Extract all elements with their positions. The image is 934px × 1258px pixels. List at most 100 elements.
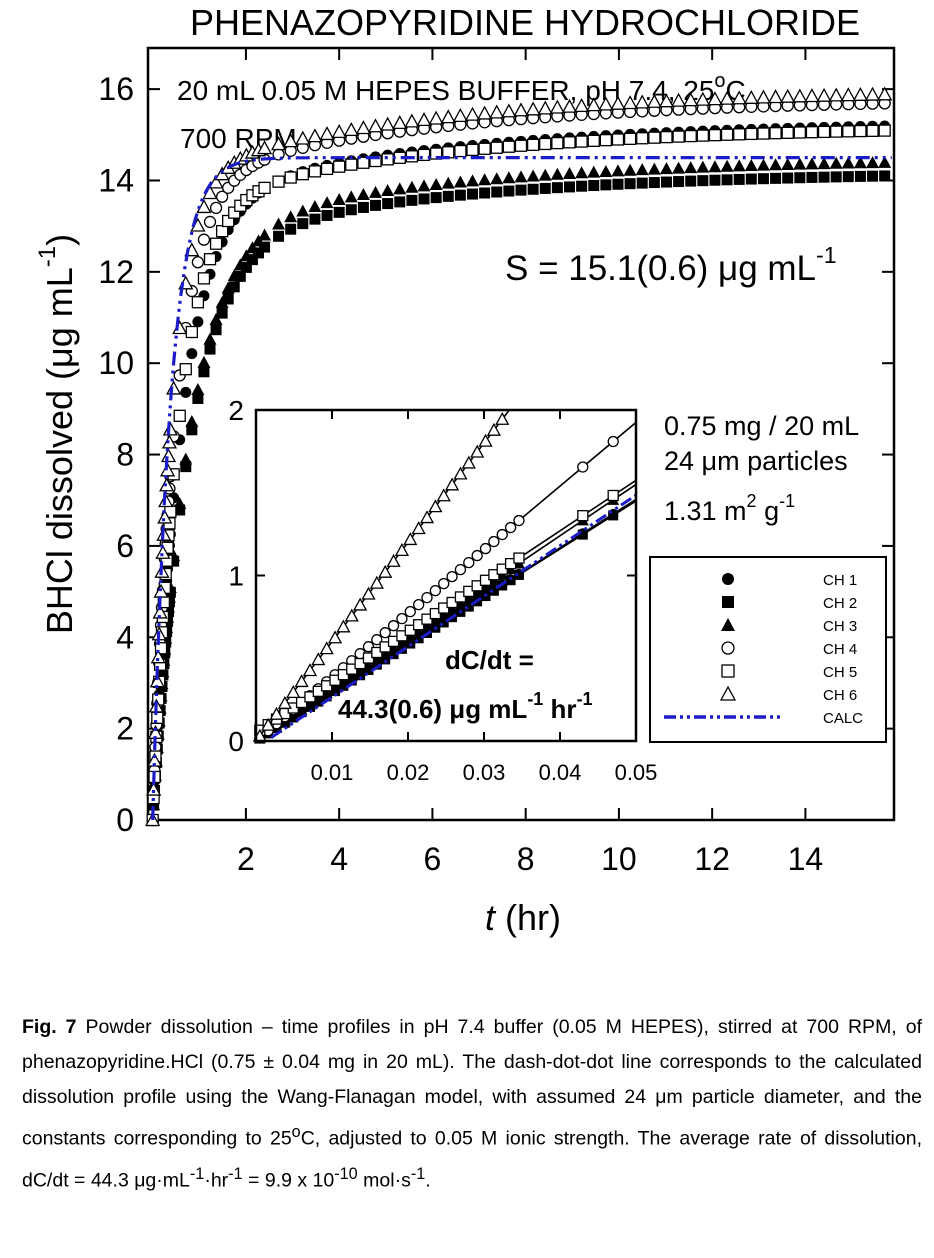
rate-annotation-line1: dC/dt = (445, 645, 534, 675)
conditions-annotation: 20 mL 0.05 M HEPES BUFFER, pH 7.4, 25oC (177, 70, 746, 106)
y-tick-label: 12 (98, 254, 134, 290)
data-point (828, 87, 844, 102)
data-point (320, 196, 334, 209)
data-point (388, 649, 399, 660)
data-point (696, 160, 710, 173)
data-point (297, 218, 309, 230)
x-tick-label: 4 (330, 841, 348, 877)
data-point (394, 542, 410, 556)
data-point (179, 363, 192, 376)
data-point (612, 178, 624, 190)
data-point (878, 124, 891, 137)
data-point (210, 324, 222, 336)
data-point (587, 165, 601, 178)
data-point (245, 241, 259, 254)
data-point (793, 157, 807, 170)
data-point (147, 798, 161, 811)
data-point (421, 591, 433, 604)
data-point (757, 127, 770, 140)
data-point (577, 510, 589, 522)
data-point (842, 125, 855, 138)
data-point (394, 196, 406, 208)
data-point (417, 148, 431, 162)
data-point (453, 466, 468, 480)
data-point (186, 348, 198, 360)
main-plot-frame (146, 46, 896, 822)
data-point (636, 132, 649, 145)
data-point (525, 101, 541, 116)
data-point (538, 168, 552, 181)
data-point (185, 415, 199, 428)
data-point (719, 90, 735, 105)
data-point (370, 199, 382, 211)
figure-caption: Fig. 7 Powder dissolution – time profile… (22, 1010, 922, 1198)
data-point (454, 563, 467, 576)
caption-sup-o: o (291, 1123, 301, 1141)
data-point (806, 171, 818, 183)
inset-series-layer (252, 409, 637, 744)
data-point (441, 176, 455, 189)
data-point (792, 88, 808, 103)
data-point (173, 409, 186, 422)
data-point (708, 160, 722, 173)
data-point (270, 136, 287, 151)
data-point (866, 124, 879, 137)
data-point (537, 100, 553, 115)
data-point (381, 153, 394, 166)
data-point (361, 586, 376, 600)
data-point (344, 608, 359, 622)
caption-part3: ·hr (204, 1169, 229, 1191)
data-point (864, 86, 881, 101)
data-point (489, 104, 505, 119)
data-point (588, 180, 600, 192)
data-point (286, 684, 301, 698)
data-point (495, 411, 510, 425)
data-point (526, 169, 540, 182)
inset-x-tick-label: 0.01 (311, 760, 354, 785)
data-point (731, 90, 747, 105)
data-point (419, 510, 435, 524)
data-point (234, 270, 246, 282)
data-point (464, 106, 481, 121)
data-point (514, 170, 528, 183)
data-point (733, 173, 745, 185)
data-point (720, 128, 734, 141)
data-point (203, 253, 217, 266)
data-point (331, 123, 347, 138)
data-point (150, 649, 166, 664)
legend-label: CH 3 (823, 618, 857, 635)
data-point (393, 182, 407, 195)
x-tick-label: 8 (517, 841, 535, 877)
data-point (246, 254, 258, 266)
inset-axis-ticks: 0.01 0.02 0.03 0.04 0.05 0 1 2 (228, 395, 657, 785)
data-point (269, 706, 284, 720)
data-point (428, 499, 443, 513)
data-point (683, 92, 699, 107)
data-point (296, 168, 309, 181)
data-point (471, 549, 483, 562)
data-point (416, 112, 432, 127)
data-point (272, 217, 286, 230)
data-point (382, 198, 394, 210)
caption-part4: = 9.9 x 10 (242, 1169, 335, 1191)
data-point (392, 115, 408, 130)
data-point (635, 163, 649, 176)
data-point (466, 174, 480, 187)
data-point (695, 91, 711, 106)
y-tick-label: 14 (98, 162, 134, 198)
data-point (577, 461, 589, 473)
data-point (296, 204, 310, 217)
data-point (367, 118, 384, 133)
data-point (709, 174, 721, 186)
data-point (648, 177, 660, 189)
data-point (436, 488, 451, 502)
data-point (660, 130, 673, 144)
inset-x-tick-label: 0.05 (615, 760, 658, 785)
data-point (333, 206, 345, 218)
data-point (587, 134, 600, 147)
data-point (600, 179, 612, 191)
data-point (371, 659, 382, 670)
data-point (502, 140, 516, 153)
data-point (283, 133, 299, 148)
data-point (852, 86, 869, 101)
